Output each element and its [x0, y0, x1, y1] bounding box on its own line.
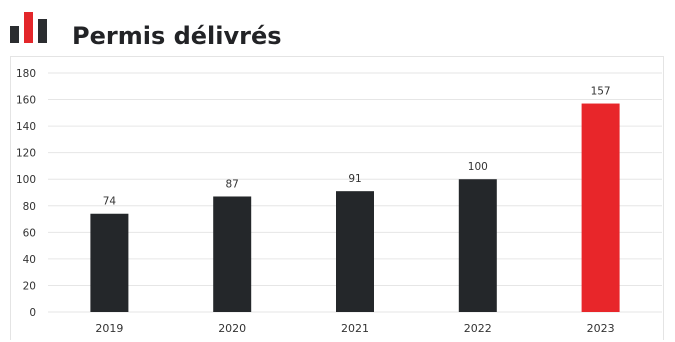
- bar: [458, 179, 497, 312]
- logo-bar-left: [10, 26, 19, 43]
- y-tick-label: 80: [23, 201, 36, 213]
- data-label: 87: [226, 178, 239, 190]
- data-label: 100: [468, 161, 488, 173]
- bar: [581, 103, 620, 313]
- x-tick-label: 2021: [341, 322, 369, 335]
- data-label: 74: [103, 196, 117, 208]
- logo-bar-right: [38, 19, 47, 43]
- chart-frame: [10, 56, 664, 340]
- data-label: 91: [348, 173, 361, 185]
- logo-bar-middle: [24, 12, 33, 43]
- y-tick-label: 40: [23, 254, 36, 266]
- y-tick-label: 100: [16, 174, 36, 186]
- x-tick-label: 2020: [218, 322, 246, 335]
- chart-header: Permis délivrés: [0, 0, 675, 54]
- x-tick-label: 2022: [464, 322, 492, 335]
- page-title: Permis délivrés: [72, 22, 282, 50]
- x-tick-label: 2023: [587, 322, 615, 335]
- bar-chart-logo-icon: [10, 12, 47, 43]
- bar: [213, 196, 252, 312]
- y-tick-label: 20: [23, 280, 36, 292]
- bar: [336, 191, 374, 312]
- y-tick-label: 180: [16, 68, 36, 80]
- x-tick-label: 2019: [95, 322, 123, 335]
- y-tick-label: 60: [23, 227, 36, 239]
- bar: [90, 213, 129, 312]
- y-tick-label: 160: [16, 95, 36, 107]
- y-tick-label: 120: [16, 148, 36, 160]
- y-tick-label: 140: [16, 121, 36, 133]
- data-label: 157: [591, 86, 611, 98]
- y-tick-label: 0: [29, 307, 36, 319]
